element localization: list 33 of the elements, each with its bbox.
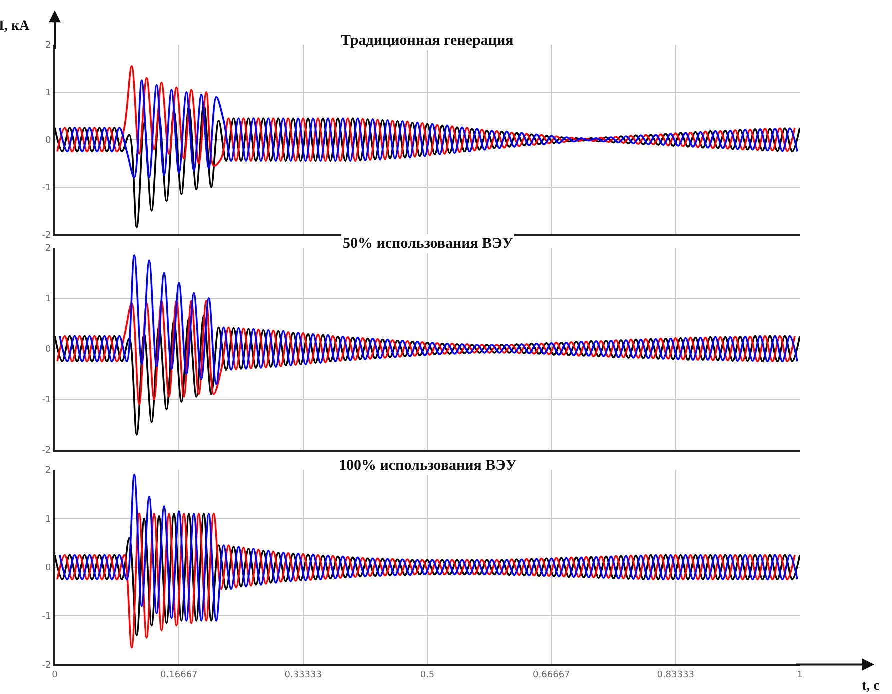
line-series [56,300,796,406]
chart-title: 100% использования ВЭУ [339,458,517,474]
y-tick-label: 1 [45,514,52,525]
y-tick-label: 2 [45,41,52,52]
y-tick-label: 2 [45,466,52,476]
x-tick-label: 1 [797,670,803,681]
y-tick-label: -2 [42,230,52,241]
chart-title: Традиционная генерация [341,33,514,49]
y-tick-label: -2 [42,446,52,456]
x-tick-label: 0.5 [420,670,435,681]
x-tick-label: 0.33333 [284,670,322,681]
y-tick-label: -1 [42,183,52,194]
y-tick-label: -2 [42,660,52,671]
x-tick-label: 0 [52,670,58,681]
chart-title: 50% использования ВЭУ [343,236,514,252]
y-tick-label: 1 [45,294,52,305]
y-tick-label: 0 [45,345,52,356]
line-series [59,254,798,386]
line-series [55,315,800,436]
y-tick-label: -1 [42,396,52,406]
y-tick-label: -1 [42,612,52,622]
y-tick-label: 0 [45,136,52,146]
y-tick-label: 2 [45,244,52,254]
x-axis-title: t, с [862,679,880,694]
y-tick-label: 0 [45,564,52,574]
y-tick-label: 1 [45,88,52,99]
line-series [56,65,796,167]
line-series [59,474,798,622]
line-series [55,103,800,228]
x-tick-label: 0.66667 [533,670,570,681]
line-series [59,80,798,179]
x-tick-label: 0.83333 [657,670,694,681]
x-tick-label: 0.16667 [160,670,198,681]
